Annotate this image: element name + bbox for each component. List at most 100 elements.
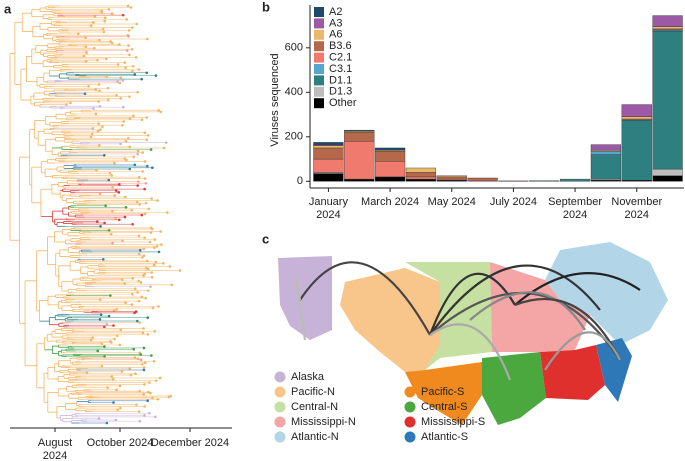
tree-tip <box>103 19 107 23</box>
x-tick-label: July 2024 <box>489 196 537 208</box>
panel-label: a <box>4 1 12 16</box>
bar-segment <box>313 147 344 160</box>
tree-tip <box>138 248 142 252</box>
legend-dot <box>404 431 416 443</box>
tree-tip <box>145 259 149 263</box>
legend-dot <box>274 386 286 398</box>
tree-tip <box>170 283 174 287</box>
tree-tip <box>146 332 150 336</box>
tree-tip <box>85 371 89 374</box>
bar-segment <box>313 145 344 149</box>
tree-tip <box>159 110 163 114</box>
tree-tip <box>140 213 144 217</box>
tree-tip <box>158 376 162 380</box>
tree-tip <box>137 180 140 183</box>
legend-swatch <box>314 52 324 63</box>
tree-tip <box>152 263 156 267</box>
legend-label: Alaska <box>291 371 325 383</box>
tree-tip <box>139 358 143 362</box>
tree-tip <box>141 331 145 335</box>
tree-tip <box>144 296 147 300</box>
tree-tip <box>116 63 120 66</box>
legend-swatch <box>314 7 324 17</box>
legend-dot <box>404 401 416 413</box>
bar-segment <box>405 167 437 173</box>
tree-tip <box>168 265 172 268</box>
tree-tip <box>133 73 137 76</box>
tree-tip <box>139 353 142 356</box>
tree-tip <box>98 192 102 196</box>
legend-label: Mississippi-N <box>291 416 356 428</box>
panel-label: b <box>262 0 270 14</box>
tree-tip <box>157 305 160 308</box>
phylogenetic-tree <box>9 4 182 425</box>
tree-tip <box>121 123 124 127</box>
tree-tip <box>130 208 133 212</box>
tree-tip <box>150 275 154 279</box>
tree-tip <box>110 341 113 344</box>
tree-tip <box>103 355 106 358</box>
tree-tip <box>153 238 157 241</box>
tree-tip <box>107 178 111 182</box>
tree-tip <box>162 262 165 265</box>
tree-tip <box>136 184 139 187</box>
legend-dot <box>274 416 286 428</box>
tree-tip <box>128 145 132 149</box>
tree-tip <box>91 336 95 339</box>
tree-tip <box>103 221 106 225</box>
tree-tip <box>164 141 168 144</box>
region-mississippi-n <box>490 262 590 352</box>
region-pacific-s <box>405 362 482 425</box>
x-tick-label: January 2024 <box>308 196 348 221</box>
tree-tip <box>150 271 153 274</box>
tree-tip <box>84 36 87 39</box>
legend-dot <box>274 431 286 443</box>
tree-tip <box>124 206 128 209</box>
legend-label: Atlantic-S <box>421 431 468 443</box>
legend-label: C2.1 <box>329 52 352 64</box>
tree-tip <box>148 240 152 244</box>
legend-label: D1.3 <box>329 86 352 98</box>
legend-label: Central-S <box>421 401 467 413</box>
legend-label: Atlantic-N <box>291 431 339 443</box>
bar-segment <box>652 175 683 182</box>
tree-tip <box>98 38 101 42</box>
x-tick-label: September 2024 <box>548 196 602 221</box>
bar-segment <box>467 177 498 181</box>
tree-tip <box>142 368 146 372</box>
tree-tip <box>131 64 135 68</box>
legend-label: A2 <box>329 6 342 18</box>
tree-tip <box>137 175 141 179</box>
tree-tip <box>137 252 141 256</box>
tree-tip <box>147 207 151 211</box>
tree-tip <box>141 256 144 259</box>
arc <box>428 272 516 336</box>
tree-x-label: August 2024 <box>37 437 73 461</box>
tree-tip <box>136 149 140 153</box>
tree-tip <box>104 204 107 208</box>
tree-tip <box>154 260 158 264</box>
tree-tip <box>147 289 150 292</box>
x-tick-label: March 2024 <box>361 196 420 208</box>
tree-tip <box>97 122 100 125</box>
tree-tip <box>114 189 118 192</box>
tree-tip <box>110 375 114 378</box>
tree-x-label: October 2024 <box>86 437 154 449</box>
arc <box>429 323 512 381</box>
tree-tip <box>128 53 131 57</box>
tree-tip <box>118 183 121 186</box>
legend-dot <box>274 371 286 383</box>
bar-segment <box>590 151 622 155</box>
tree-tip <box>126 4 130 8</box>
legend-label: Pacific-S <box>421 386 464 398</box>
legend-label: Other <box>329 97 357 109</box>
arc <box>544 331 621 371</box>
region-atlantic-n <box>545 242 668 345</box>
tree-tip <box>167 395 171 399</box>
tree-tip <box>93 46 96 50</box>
tree-tip <box>155 245 159 248</box>
tree-tip <box>143 236 146 240</box>
bar-segment <box>405 176 437 180</box>
bar-segment <box>344 129 375 132</box>
bar-segment <box>344 178 375 182</box>
